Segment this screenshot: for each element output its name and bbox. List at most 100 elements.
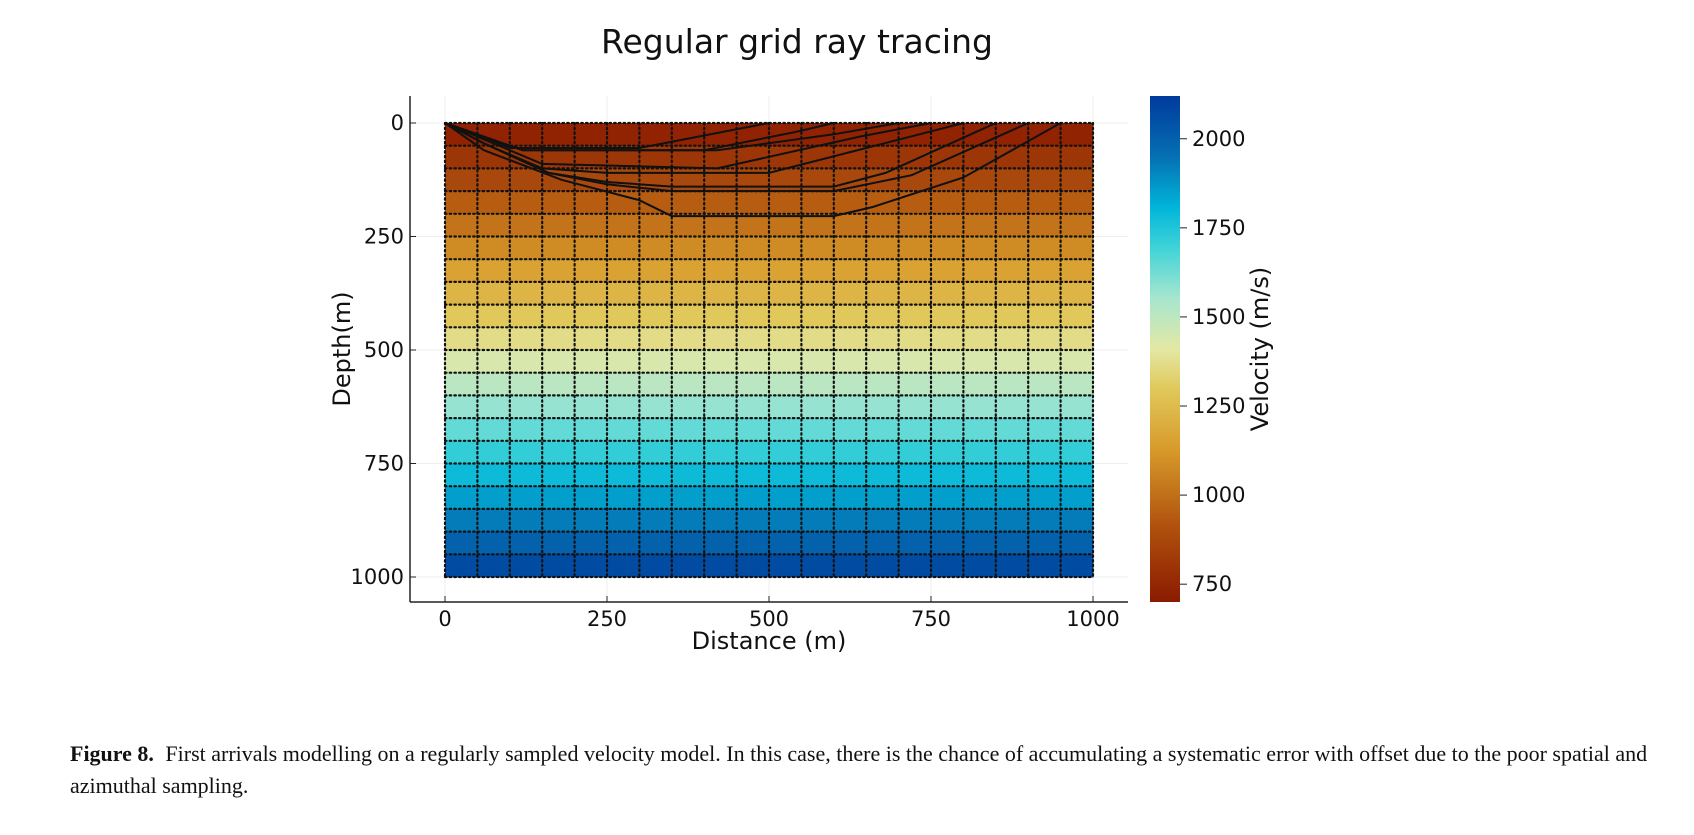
heatmap-cell bbox=[995, 418, 1029, 442]
heatmap-cell bbox=[769, 554, 802, 578]
heatmap-cell bbox=[866, 145, 900, 169]
heatmap-cell bbox=[736, 508, 770, 533]
heatmap-cell bbox=[801, 531, 835, 555]
heatmap-cell bbox=[639, 145, 673, 169]
heatmap-cell bbox=[963, 213, 997, 237]
heatmap-cell bbox=[477, 304, 511, 328]
heatmap-cell bbox=[671, 554, 705, 578]
heatmap-cell bbox=[607, 259, 640, 283]
heatmap-cell bbox=[639, 259, 673, 283]
x-tick-label: 1000 bbox=[1066, 607, 1119, 631]
heatmap-cell bbox=[704, 350, 738, 374]
heatmap-cell bbox=[898, 350, 932, 374]
heatmap-cell bbox=[801, 486, 835, 510]
heatmap-cell bbox=[542, 372, 576, 396]
heatmap-cell bbox=[963, 191, 997, 215]
heatmap-cell bbox=[477, 508, 511, 533]
heatmap-cell bbox=[931, 350, 964, 374]
heatmap-cell bbox=[898, 554, 932, 578]
heatmap-cell bbox=[866, 508, 900, 533]
heatmap-cell bbox=[542, 531, 576, 555]
heatmap-cell bbox=[931, 531, 964, 555]
heatmap-cell bbox=[574, 145, 608, 169]
heatmap-cell bbox=[995, 372, 1029, 396]
heatmap-cell bbox=[769, 486, 802, 510]
heatmap-cell bbox=[445, 463, 478, 487]
figure-caption: Figure 8. First arrivals modelling on a … bbox=[70, 738, 1670, 802]
heatmap-cell bbox=[1060, 554, 1094, 578]
heatmap-cell bbox=[542, 281, 576, 306]
heatmap-cell bbox=[898, 508, 932, 533]
y-tick-label: 750 bbox=[364, 452, 404, 476]
heatmap-cell bbox=[1028, 508, 1062, 533]
heatmap-cell bbox=[477, 350, 511, 374]
heatmap-cell bbox=[995, 145, 1029, 169]
heatmap-cell bbox=[833, 123, 867, 147]
heatmap-cell bbox=[833, 327, 867, 351]
heatmap-cell bbox=[866, 281, 900, 306]
colorbar-label: Velocity (m/s) bbox=[1246, 267, 1274, 431]
heatmap-cell bbox=[801, 168, 835, 192]
heatmap-cell bbox=[607, 486, 640, 510]
heatmap-cell bbox=[671, 395, 705, 419]
heatmap-cell bbox=[801, 508, 835, 533]
heatmap-cell bbox=[574, 327, 608, 351]
heatmap-cell bbox=[704, 486, 738, 510]
heatmap-cell bbox=[477, 327, 511, 351]
heatmap-cell bbox=[736, 259, 770, 283]
heatmap-cell bbox=[1060, 259, 1094, 283]
heatmap-cell bbox=[963, 395, 997, 419]
heatmap-cell bbox=[639, 281, 673, 306]
heatmap-cell bbox=[639, 304, 673, 328]
heatmap-cell bbox=[801, 418, 835, 442]
heatmap-cell bbox=[607, 327, 640, 351]
heatmap-cell bbox=[833, 304, 867, 328]
heatmap-cell bbox=[607, 236, 640, 260]
heatmap-cell bbox=[542, 395, 576, 419]
heatmap-cell bbox=[542, 327, 576, 351]
chart-title: Regular grid ray tracing bbox=[601, 22, 993, 61]
heatmap-cell bbox=[801, 259, 835, 283]
heatmap-cell bbox=[445, 418, 478, 442]
heatmap-cell bbox=[898, 259, 932, 283]
heatmap-cell bbox=[866, 395, 900, 419]
heatmap-cell bbox=[477, 213, 511, 237]
heatmap-cell bbox=[866, 418, 900, 442]
heatmap-cell bbox=[639, 554, 673, 578]
heatmap-cell bbox=[542, 213, 576, 237]
ray-path bbox=[444, 122, 899, 152]
heatmap-cell bbox=[704, 531, 738, 555]
heatmap-cell bbox=[1060, 145, 1094, 169]
heatmap-cell bbox=[801, 463, 835, 487]
heatmap-cell bbox=[833, 440, 867, 464]
heatmap-cell bbox=[639, 327, 673, 351]
heatmap-cell bbox=[931, 554, 964, 578]
heatmap-cell bbox=[445, 168, 478, 192]
heatmap-cell bbox=[898, 281, 932, 306]
heatmap-cell bbox=[736, 168, 770, 192]
heatmap-cell bbox=[866, 327, 900, 351]
heatmap-cell bbox=[671, 418, 705, 442]
heatmap-cell bbox=[963, 236, 997, 260]
heatmap-cell bbox=[833, 350, 867, 374]
heatmap-cell bbox=[769, 236, 802, 260]
heatmap-cell bbox=[931, 259, 964, 283]
heatmap-cell bbox=[1060, 213, 1094, 237]
heatmap-cell bbox=[1028, 395, 1062, 419]
heatmap-cell bbox=[639, 213, 673, 237]
heatmap-cell bbox=[736, 554, 770, 578]
heatmap-cell bbox=[704, 123, 738, 147]
heatmap-cell bbox=[1060, 350, 1094, 374]
heatmap-cell bbox=[769, 213, 802, 237]
heatmap-cell bbox=[704, 327, 738, 351]
heatmap-cell bbox=[574, 372, 608, 396]
heatmap-cell bbox=[1060, 123, 1094, 147]
heatmap-cell bbox=[574, 191, 608, 215]
heatmap-cell bbox=[833, 418, 867, 442]
heatmap-cell bbox=[445, 486, 478, 510]
heatmap-cell bbox=[671, 259, 705, 283]
heatmap-cell bbox=[769, 395, 802, 419]
heatmap-cell bbox=[477, 281, 511, 306]
heatmap-cell bbox=[704, 304, 738, 328]
heatmap-cell bbox=[1028, 259, 1062, 283]
